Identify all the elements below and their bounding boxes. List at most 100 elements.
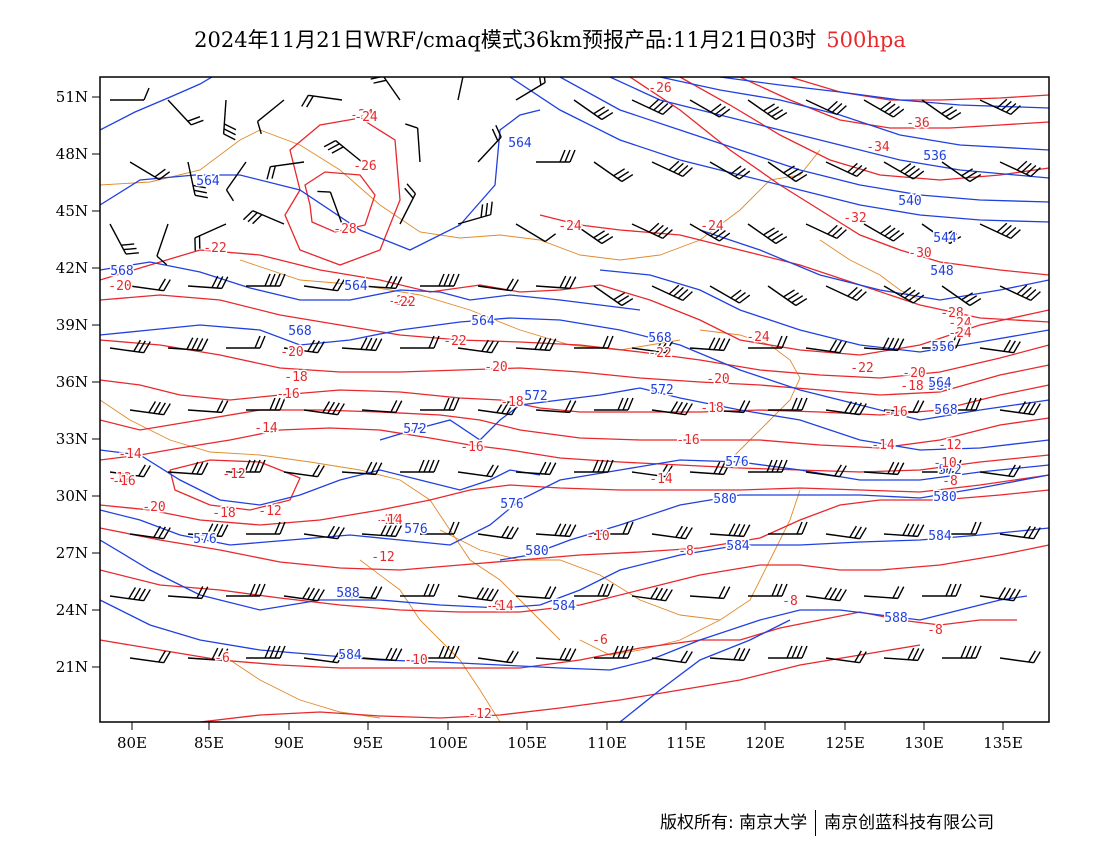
wind-barb	[748, 583, 788, 597]
border-line	[229, 659, 381, 719]
wind-barb	[399, 183, 417, 225]
wind-barb	[283, 339, 325, 354]
temperature-label: -10	[586, 529, 609, 544]
temperature-contour	[199, 644, 921, 722]
wind-barb	[457, 201, 493, 225]
wind-barb	[942, 397, 982, 411]
height-label: 576	[404, 522, 427, 537]
temperature-contour	[100, 489, 1049, 571]
wind-barb	[651, 401, 693, 416]
lat-tick-label: 39N	[56, 316, 88, 334]
wind-barb	[536, 149, 576, 163]
height-label: 564	[196, 174, 220, 189]
height-contour	[100, 527, 1049, 611]
wind-barb	[979, 587, 1021, 602]
temperature-contour	[100, 294, 1049, 379]
temperature-label: -8	[927, 623, 943, 638]
wind-barb	[689, 461, 731, 476]
wind-barb	[187, 161, 208, 199]
height-contour	[559, 77, 1049, 203]
height-label: 568	[110, 264, 133, 279]
lat-tick-label: 42N	[56, 259, 88, 277]
temperature-label: -14	[118, 447, 142, 462]
height-label: 564	[471, 314, 495, 329]
wind-barb	[863, 337, 905, 352]
temperature-label: -36	[906, 116, 929, 131]
temperature-label: -10	[933, 456, 956, 471]
temperature-label: -30	[908, 246, 931, 261]
wind-barb	[303, 650, 345, 664]
height-label: 584	[928, 529, 952, 544]
wind-barb	[631, 98, 673, 116]
temperature-label: -8	[942, 474, 958, 489]
height-label: 556	[931, 340, 954, 355]
wind-barb	[341, 586, 383, 600]
height-contour	[509, 77, 1049, 223]
height-contour	[699, 229, 1049, 301]
height-contour	[100, 459, 1049, 546]
wind-barb	[515, 77, 546, 101]
wind-barb	[767, 161, 808, 183]
temperature-label: -24	[948, 326, 972, 341]
wind-barb	[651, 525, 693, 540]
wind-barb	[341, 337, 383, 352]
height-contour	[100, 109, 541, 251]
wind-barb	[593, 161, 634, 183]
wind-barb	[863, 461, 905, 476]
wind-barb	[361, 523, 403, 538]
temperature-label: -24	[948, 316, 972, 331]
temperature-label: -32	[843, 211, 866, 226]
temperature-label: -16	[676, 433, 699, 448]
lat-tick-label: 51N	[56, 88, 88, 106]
wind-barb	[922, 335, 962, 349]
wind-barb	[574, 583, 614, 597]
height-contour	[379, 387, 1049, 451]
height-contour	[100, 77, 213, 131]
wind-barb	[941, 161, 982, 183]
height-contours	[100, 77, 1049, 722]
wind-barb	[109, 587, 151, 602]
height-label: 584	[928, 379, 952, 394]
wind-barb	[979, 464, 1021, 478]
height-contour	[609, 77, 1049, 179]
height-label: 584	[338, 648, 362, 663]
wind-barbs	[109, 77, 1041, 664]
wind-barb	[109, 339, 151, 354]
temperature-contour	[284, 117, 401, 266]
temperature-label: -16	[276, 387, 299, 402]
wind-barb	[317, 190, 343, 225]
lat-tick-label: 27N	[56, 544, 88, 562]
lat-tick-label: 48N	[56, 145, 88, 163]
wind-barb	[242, 210, 285, 225]
temperature-contour	[100, 474, 1049, 526]
lat-tick-label: 33N	[56, 430, 88, 448]
wind-barb	[709, 400, 751, 414]
temperature-label: -14	[376, 513, 400, 528]
wind-barb	[246, 645, 286, 659]
wind-barb	[535, 400, 577, 414]
border-line	[100, 129, 821, 261]
wind-barb	[651, 284, 693, 302]
wind-barb	[825, 401, 867, 416]
lon-tick-label: 95E	[353, 734, 383, 752]
wind-barb	[709, 523, 751, 538]
temperature-label: -28	[333, 222, 356, 237]
lon-tick-label: 120E	[745, 734, 785, 752]
wind-barb	[400, 459, 440, 473]
height-label: 572	[650, 383, 673, 398]
wind-barb	[574, 335, 614, 349]
temperature-label: -18	[700, 401, 723, 416]
wind-barb	[689, 99, 731, 118]
temperature-label: -20	[706, 372, 729, 387]
height-label: 564	[344, 279, 368, 294]
temperature-label: -18	[500, 395, 523, 410]
wind-barb	[805, 339, 847, 354]
height-contour	[659, 77, 1049, 151]
wind-barb	[405, 123, 421, 163]
temperature-contours	[100, 77, 1049, 722]
wind-barb	[515, 223, 557, 243]
wind-barb	[515, 337, 557, 352]
wind-barb	[457, 464, 499, 478]
temperature-contour	[739, 77, 1049, 129]
